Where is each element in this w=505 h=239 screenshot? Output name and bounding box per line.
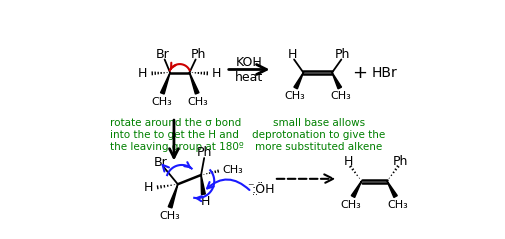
Polygon shape — [387, 181, 397, 197]
Text: Ph: Ph — [392, 155, 408, 168]
Text: Ph: Ph — [196, 146, 212, 159]
Text: H: H — [288, 48, 297, 61]
Text: CH₃: CH₃ — [284, 92, 305, 101]
Polygon shape — [351, 181, 362, 197]
Text: CH₃: CH₃ — [223, 165, 243, 175]
Text: :ÖH: :ÖH — [251, 183, 275, 196]
Text: heat: heat — [235, 71, 263, 84]
Text: CH₃: CH₃ — [340, 200, 361, 210]
Text: H: H — [212, 67, 221, 80]
Text: H: H — [343, 155, 353, 168]
Text: Br: Br — [154, 156, 168, 169]
Polygon shape — [161, 73, 170, 94]
Text: small base allows
deprotonation to give the
more substituted alkene: small base allows deprotonation to give … — [252, 118, 385, 152]
Text: H: H — [200, 195, 210, 208]
Text: Ph: Ph — [191, 48, 207, 61]
Text: rotate around the σ bond
into the to get the H and
the leaving group at 180º: rotate around the σ bond into the to get… — [110, 118, 243, 152]
Polygon shape — [332, 72, 341, 89]
Text: Br: Br — [156, 48, 170, 61]
Text: KOH: KOH — [236, 56, 263, 69]
Text: ··: ·· — [251, 190, 258, 200]
Text: CH₃: CH₃ — [151, 97, 172, 107]
Text: Ph: Ph — [335, 48, 350, 61]
Text: HBr: HBr — [372, 65, 397, 80]
Text: ⁻: ⁻ — [247, 181, 254, 194]
Text: CH₃: CH₃ — [387, 200, 409, 210]
Polygon shape — [189, 73, 199, 94]
Polygon shape — [294, 72, 304, 89]
Polygon shape — [168, 184, 178, 208]
Text: CH₃: CH₃ — [187, 97, 209, 107]
Polygon shape — [201, 175, 206, 195]
Text: CH₃: CH₃ — [159, 211, 180, 221]
Text: H: H — [138, 67, 147, 80]
Text: +: + — [352, 64, 368, 81]
Text: H: H — [143, 181, 153, 194]
Text: CH₃: CH₃ — [330, 92, 351, 101]
